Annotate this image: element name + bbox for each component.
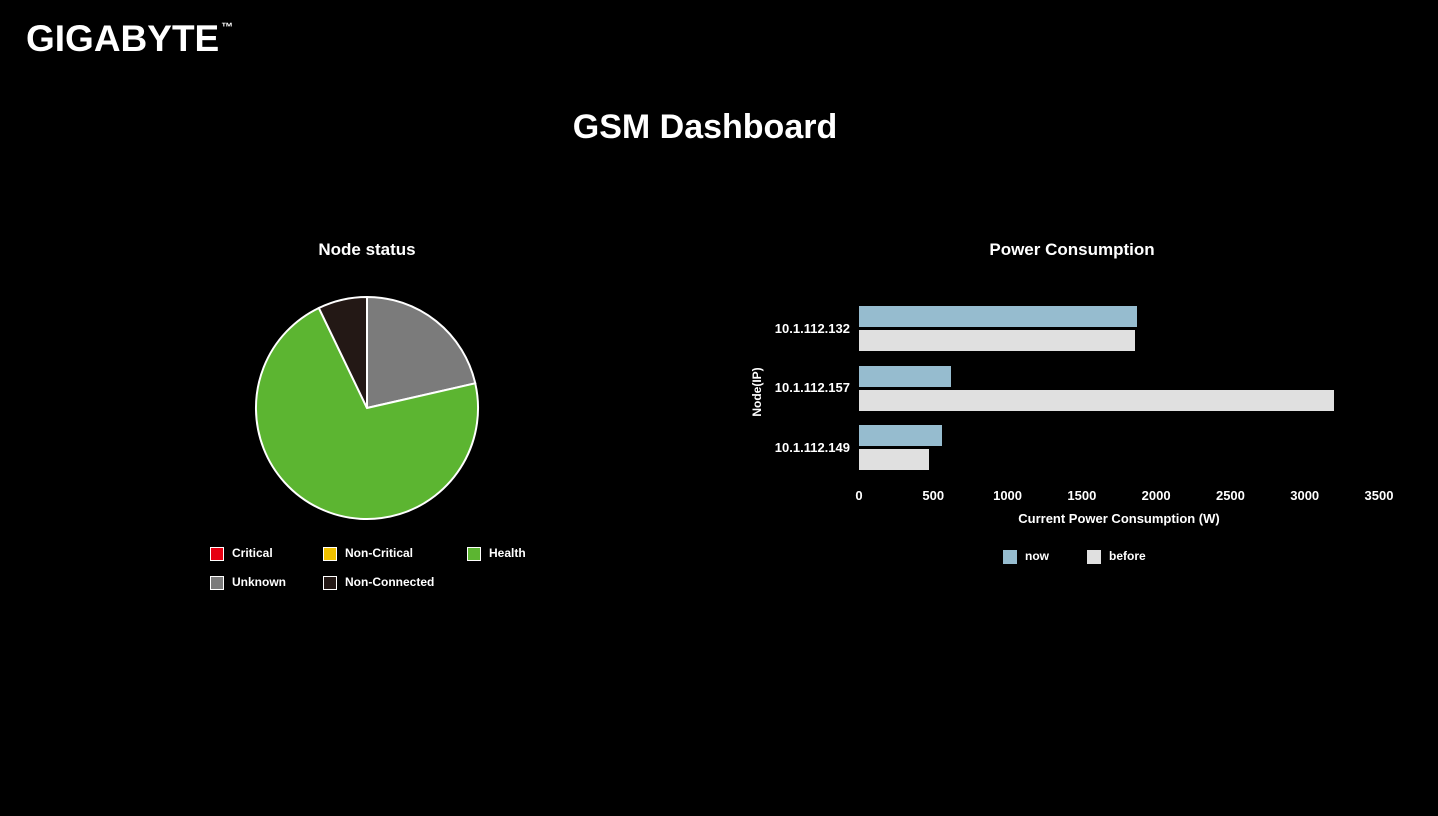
legend-item-label: before [1109,549,1146,563]
bar-now-10.1.112.149[interactable] [859,425,943,446]
legend-swatch-icon [467,546,481,561]
trademark-symbol: ™ [221,20,234,34]
bar-x-axis-label: Current Power Consumption (W) [1018,511,1220,526]
legend-swatch-icon [210,575,224,590]
legend-swatch-icon [1003,549,1017,564]
bar-before-10.1.112.132[interactable] [859,330,1136,351]
legend-item-label: Non-Connected [345,575,435,589]
x-axis-tick-label: 3000 [1290,488,1320,503]
gigabyte-logo: GIGABYTE ™ [26,18,233,60]
x-axis-tick-label: 1000 [993,488,1023,503]
x-axis-tick-label: 2500 [1215,488,1245,503]
x-axis-tick-label: 2000 [1141,488,1171,503]
pie-legend-item-non-critical[interactable]: Non-Critical [323,546,413,561]
legend-swatch-icon [323,546,337,561]
pie-legend-item-critical[interactable]: Critical [210,546,273,561]
power-consumption-bar-chart [859,306,1379,472]
legend-swatch-icon [210,546,224,561]
bar-now-10.1.112.132[interactable] [859,306,1137,327]
legend-item-label: Non-Critical [345,546,414,560]
legend-item-label: Critical [232,546,273,560]
pie-chart-title: Node status [318,240,416,259]
x-axis-tick-label: 1500 [1067,488,1097,503]
gigabyte-logo-text: GIGABYTE [26,18,220,59]
page-title: GSM Dashboard [572,108,838,146]
pie-legend-item-unknown[interactable]: Unknown [210,575,286,590]
bar-now-10.1.112.157[interactable] [859,365,952,387]
node-status-pie-chart [254,295,480,521]
legend-item-label: Unknown [232,575,286,589]
bar-legend-item-before[interactable]: before [1087,549,1146,564]
node-ip-label: 10.1.112.149 [774,439,850,455]
x-axis-tick-label: 3500 [1364,488,1394,503]
pie-slice-non-connected[interactable] [317,295,368,409]
legend-item-label: Health [489,546,526,560]
bar-chart-title: Power Consumption [989,240,1155,259]
bar-before-10.1.112.157[interactable] [859,389,1335,411]
bar-legend-item-now[interactable]: now [1003,549,1049,564]
legend-swatch-icon [1087,549,1101,564]
node-ip-label: 10.1.112.132 [774,320,850,336]
legend-item-label: now [1025,549,1049,563]
pie-legend-item-health[interactable]: Health [467,546,526,561]
node-ip-label: 10.1.112.157 [774,380,850,395]
x-axis-tick-label: 0 [855,488,863,503]
pie-legend-item-non-connected[interactable]: Non-Connected [323,575,434,590]
x-axis-tick-label: 500 [922,488,945,503]
pie-slice-health[interactable] [254,306,480,521]
pie-slice-unknown[interactable] [366,295,477,410]
legend-swatch-icon [323,575,337,590]
bar-before-10.1.112.149[interactable] [859,449,929,470]
